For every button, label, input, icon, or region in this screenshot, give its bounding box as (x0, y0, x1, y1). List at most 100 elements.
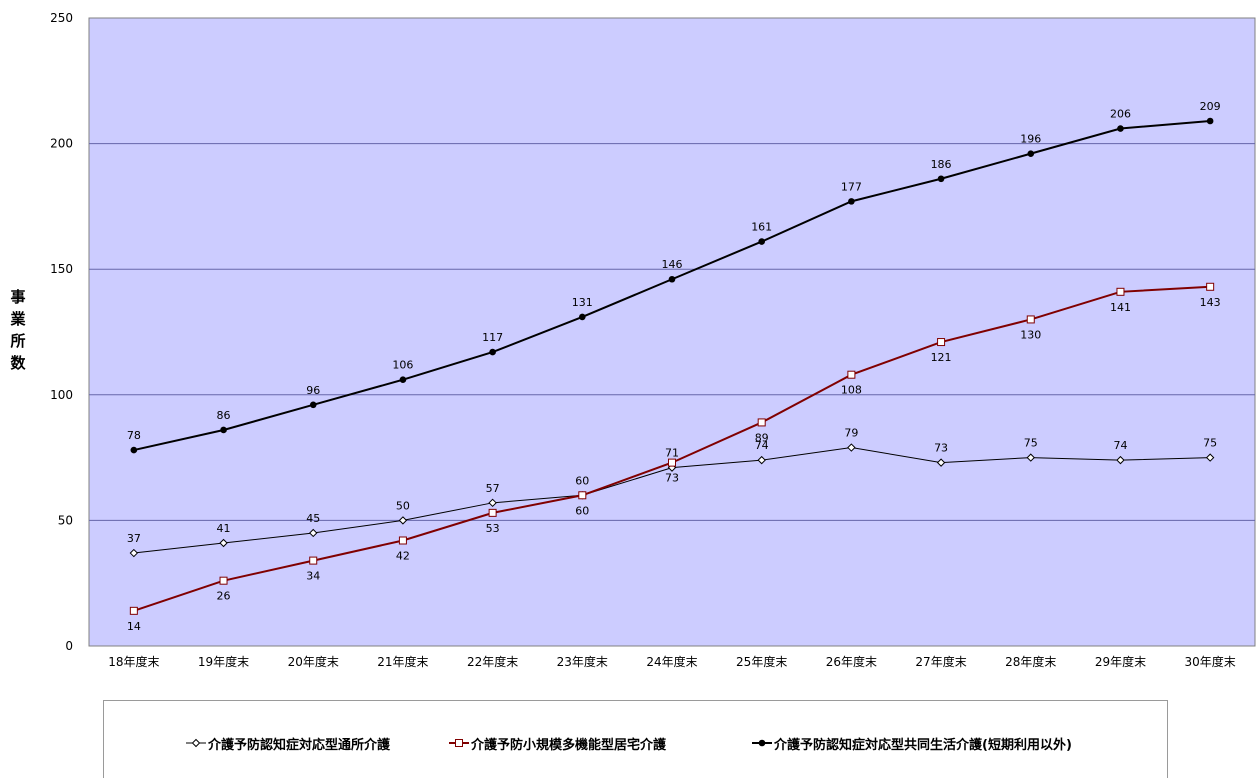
legend-item-small-multi: 介護予防小規模多機能型居宅介護 (449, 735, 667, 753)
data-label: 206 (1110, 108, 1131, 121)
y-tick-label: 250 (50, 11, 73, 25)
y-axis-label-char: 事 (10, 288, 26, 306)
data-label: 86 (217, 409, 231, 422)
data-point (848, 198, 855, 205)
y-tick-label: 150 (50, 262, 73, 276)
data-point (847, 370, 856, 379)
legend-item-dayservice: 介護予防認知症対応型通所介護 (186, 735, 390, 753)
data-point (488, 498, 497, 508)
y-tick-label: 200 (50, 137, 73, 151)
data-point (668, 458, 676, 467)
data-point (1027, 150, 1035, 157)
data-point (1206, 117, 1214, 125)
data-label: 34 (306, 570, 320, 583)
y-tick-label: 0 (65, 639, 73, 653)
data-label: 75 (1203, 437, 1217, 450)
data-point (847, 443, 856, 452)
data-label: 196 (1020, 133, 1041, 146)
data-point (398, 536, 407, 545)
data-label: 53 (486, 522, 500, 535)
y-axis-label-char: 数 (10, 354, 26, 372)
diamond-marker-icon (186, 738, 206, 748)
data-point (1116, 287, 1125, 296)
y-axis-label-char: 所 (10, 332, 26, 350)
data-label: 89 (755, 431, 769, 444)
legend-label: 介護予防小規模多機能型居宅介護 (471, 737, 667, 753)
data-label: 161 (751, 221, 772, 234)
y-axis-label: 事業所数 (8, 286, 28, 374)
series-lines (129, 117, 1215, 615)
data-point (578, 491, 587, 500)
data-point (1206, 282, 1215, 291)
data-point (937, 175, 945, 183)
data-label: 143 (1200, 296, 1221, 309)
legend-label: 介護予防認知症対応型共同生活介護(短期利用以外) (774, 737, 1072, 753)
data-point (488, 508, 497, 517)
data-label: 26 (217, 590, 231, 603)
series-1 (129, 282, 1215, 615)
data-label: 45 (306, 512, 320, 525)
data-point (758, 238, 765, 245)
data-label: 141 (1110, 301, 1131, 314)
data-label: 42 (396, 549, 410, 562)
data-label: 73 (934, 442, 948, 455)
data-label: 71 (665, 447, 679, 460)
data-point (757, 418, 766, 427)
x-tick-label: 24年度末 (646, 654, 697, 669)
y-axis-label-char: 業 (10, 310, 26, 328)
data-label: 60 (575, 474, 589, 487)
x-tick-label: 28年度末 (1005, 654, 1056, 669)
data-label: 146 (662, 258, 683, 271)
data-label: 177 (841, 180, 862, 193)
data-label: 79 (844, 427, 858, 440)
data-point (579, 313, 586, 321)
series-2 (130, 117, 1214, 454)
data-point (129, 606, 138, 615)
data-point (1026, 315, 1035, 324)
data-point (220, 426, 227, 434)
data-point (936, 458, 946, 467)
x-tick-label: 22年度末 (467, 654, 518, 669)
data-label: 131 (572, 296, 593, 309)
data-label: 75 (1024, 437, 1038, 450)
legend-item-group-home: 介護予防認知症対応型共同生活介護(短期利用以外) (752, 735, 1072, 753)
data-label: 186 (931, 158, 952, 171)
data-point (668, 275, 676, 283)
data-label: 209 (1200, 100, 1221, 113)
data-label: 60 (575, 504, 589, 517)
y-tick-label: 50 (58, 513, 73, 527)
data-label: 57 (486, 482, 500, 495)
data-point (309, 556, 318, 565)
data-point (489, 348, 496, 356)
data-point (309, 528, 318, 538)
y-axis-ticks: 0 50 100 150 200 250 (50, 11, 73, 653)
data-label: 50 (396, 499, 410, 512)
x-tick-label: 25年度末 (736, 654, 787, 669)
x-tick-label: 21年度末 (377, 654, 428, 669)
x-tick-label: 18年度末 (108, 654, 159, 669)
data-label: 74 (1113, 439, 1127, 452)
plot-area (88, 17, 1256, 647)
x-axis-ticks: 18年度末 19年度末 20年度末 21年度末 22年度末 23年度末 24年度末 25年度末… (108, 654, 1236, 669)
data-label: 130 (1020, 328, 1041, 341)
data-point (1026, 453, 1035, 462)
data-point (757, 455, 766, 465)
legend: 介護予防認知症対応型通所介護 介護予防小規模多機能型居宅介護 介護予防認知症対応… (103, 700, 1168, 778)
data-point (219, 538, 228, 548)
x-tick-label: 27年度末 (915, 654, 966, 669)
x-tick-label: 19年度末 (198, 654, 249, 669)
x-tick-label: 26年度末 (826, 654, 877, 669)
data-point (130, 446, 138, 454)
x-tick-label: 23年度末 (557, 654, 608, 669)
data-label: 41 (217, 522, 231, 535)
data-label: 108 (841, 384, 862, 397)
data-point (1117, 125, 1124, 132)
data-label: 37 (127, 532, 141, 545)
data-point (129, 548, 139, 558)
data-point (398, 516, 408, 525)
data-labels: 37 41 45 50 57 60 71 74 79 73 75 74 75 14 26 34 42 53 60 73… (127, 100, 1221, 633)
data-point (1205, 453, 1215, 462)
data-point (219, 576, 228, 585)
x-tick-label: 29年度末 (1095, 654, 1146, 669)
data-label: 96 (306, 384, 320, 397)
